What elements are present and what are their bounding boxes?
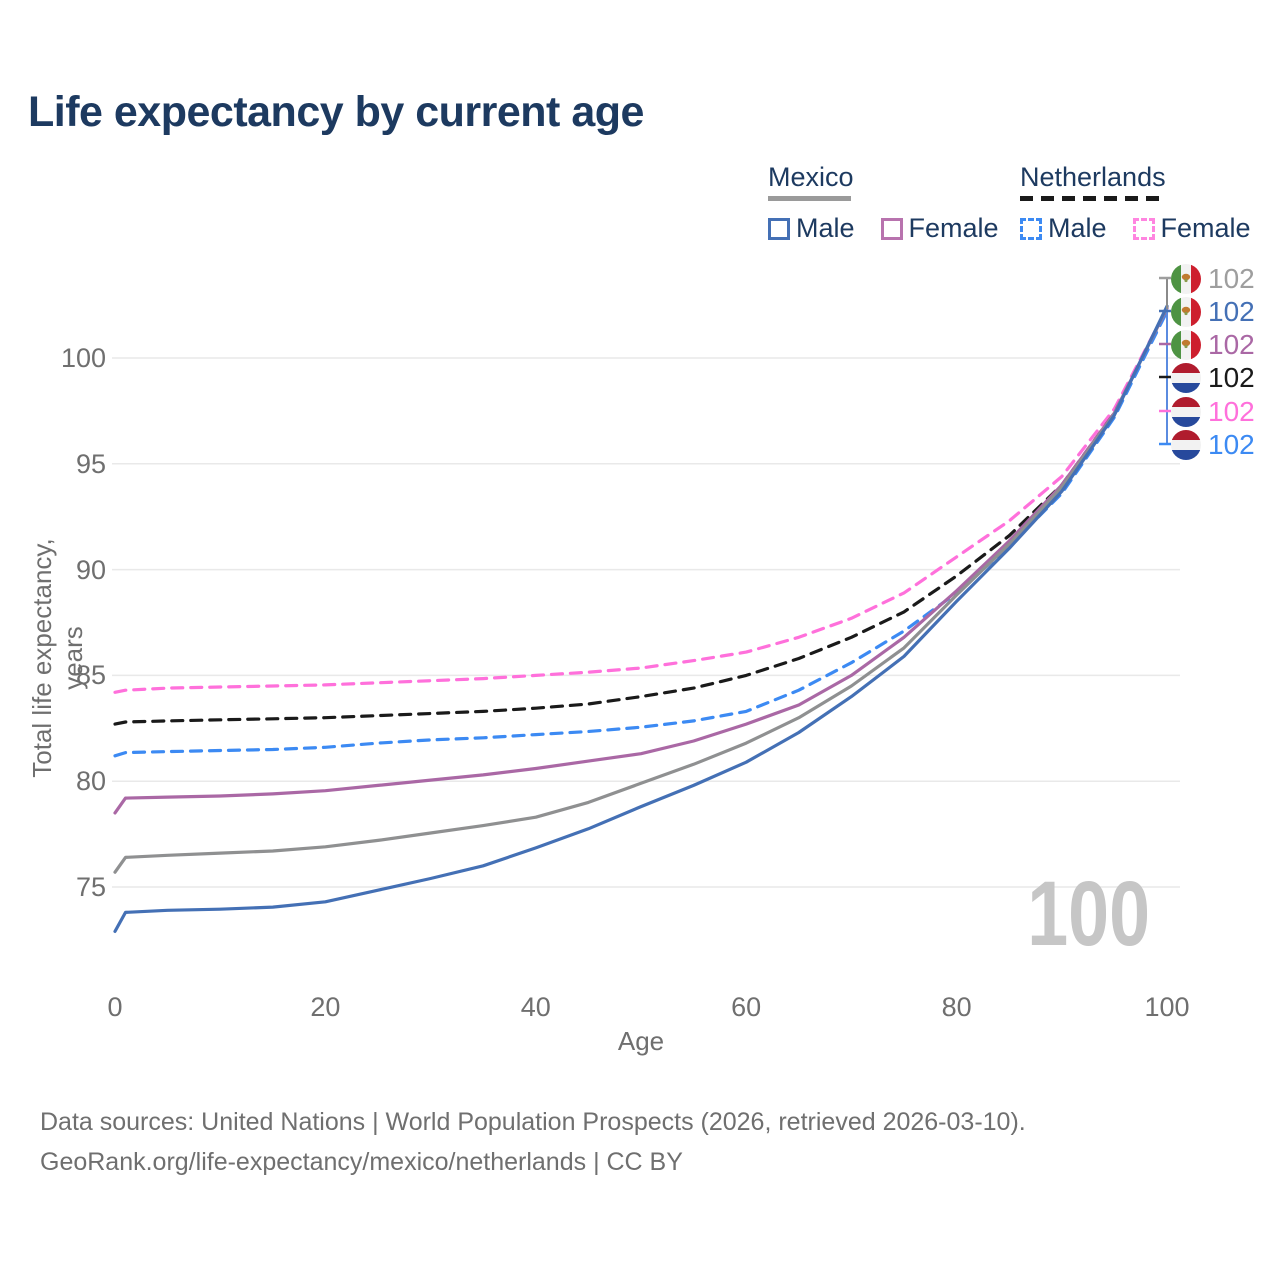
legend-items-mexico: Male Female (768, 213, 999, 244)
y-tick-label-75: 75 (75, 872, 106, 902)
legend-swatch-netherlands-male (1020, 217, 1042, 240)
legend-label-netherlands-male: Male (1048, 213, 1107, 243)
end-label-netherlands-male: 102 (1171, 429, 1255, 461)
end-label-mexico-male: 102 (1171, 296, 1255, 328)
end-label-netherlands-female: 102 (1171, 396, 1255, 428)
legend-swatch-mexico-male (768, 217, 790, 240)
chart-title: Life expectancy by current age (28, 88, 644, 136)
y-axis-title: Total life expectancy, years (27, 538, 88, 778)
x-tick-label-60: 60 (731, 992, 762, 1022)
legend-group-mexico: Mexico Male Female (768, 162, 999, 244)
legend-label-mexico-male: Male (796, 213, 855, 243)
age-counter-watermark: 100 (1027, 863, 1150, 965)
legend-item-mexico-female[interactable]: Female (880, 213, 999, 244)
x-tick-label-100: 100 (1144, 992, 1190, 1022)
end-label-value: 102 (1208, 396, 1255, 427)
netherlands-flag-icon (1171, 363, 1201, 393)
y-tick-label-90: 90 (75, 554, 106, 585)
x-tick-label-0: 0 (107, 992, 123, 1022)
end-label-value: 102 (1208, 263, 1255, 294)
legend-group-underline-mexico (768, 196, 851, 201)
x-tick-label-20: 20 (310, 992, 341, 1022)
legend-swatch-mexico-female (880, 217, 903, 240)
end-label-value: 102 (1208, 329, 1255, 360)
legend-swatch-netherlands-female (1132, 217, 1155, 240)
y-tick-label-80: 80 (75, 766, 106, 797)
mexico-both-line (113, 305, 1169, 874)
end-label-netherlands-both-sexes: 102 (1171, 362, 1255, 394)
y-tick-label-95: 95 (75, 448, 106, 479)
x-tick-label-80: 80 (941, 992, 972, 1022)
netherlands-female-line (113, 306, 1169, 694)
mexico-female-line (113, 306, 1169, 815)
footer-data-sources: Data sources: United Nations | World Pop… (40, 1108, 1026, 1136)
end-label-mexico-both-sexes: 102 (1171, 263, 1255, 295)
end-label-value: 102 (1208, 429, 1255, 460)
end-label-mexico-female: 102 (1171, 329, 1255, 361)
legend-label-mexico-female: Female (908, 213, 999, 243)
legend-group-title-mexico: Mexico (768, 162, 854, 192)
legend-group-title-netherlands: Netherlands (1020, 162, 1166, 192)
legend-group-underline-netherlands (1020, 196, 1166, 201)
footer-attribution-url: GeoRank.org/life-expectancy/mexico/nethe… (40, 1148, 683, 1176)
legend-item-netherlands-male[interactable]: Male (1020, 213, 1107, 244)
x-tick-label-40: 40 (520, 992, 551, 1022)
mexico-flag-icon (1171, 330, 1201, 360)
netherlands-flag-icon (1171, 397, 1201, 427)
legend-label-netherlands-female: Female (1160, 213, 1251, 243)
y-tick-label-100: 100 (60, 343, 106, 373)
end-label-value: 102 (1208, 296, 1255, 327)
legend-item-mexico-male[interactable]: Male (768, 213, 855, 244)
y-tick-label-85: 85 (75, 660, 106, 691)
legend-group-netherlands: Netherlands Male Female (1020, 162, 1251, 244)
netherlands-flag-icon (1171, 430, 1201, 460)
legend-items-netherlands: Male Female (1020, 213, 1251, 244)
mexico-flag-icon (1171, 264, 1201, 294)
legend-item-netherlands-female[interactable]: Female (1132, 213, 1251, 244)
netherlands-both-line (113, 307, 1169, 726)
end-label-value: 102 (1208, 362, 1255, 393)
x-axis-title: Age (617, 1026, 665, 1056)
mexico-flag-icon (1171, 297, 1201, 327)
mexico-male-line (113, 304, 1169, 934)
